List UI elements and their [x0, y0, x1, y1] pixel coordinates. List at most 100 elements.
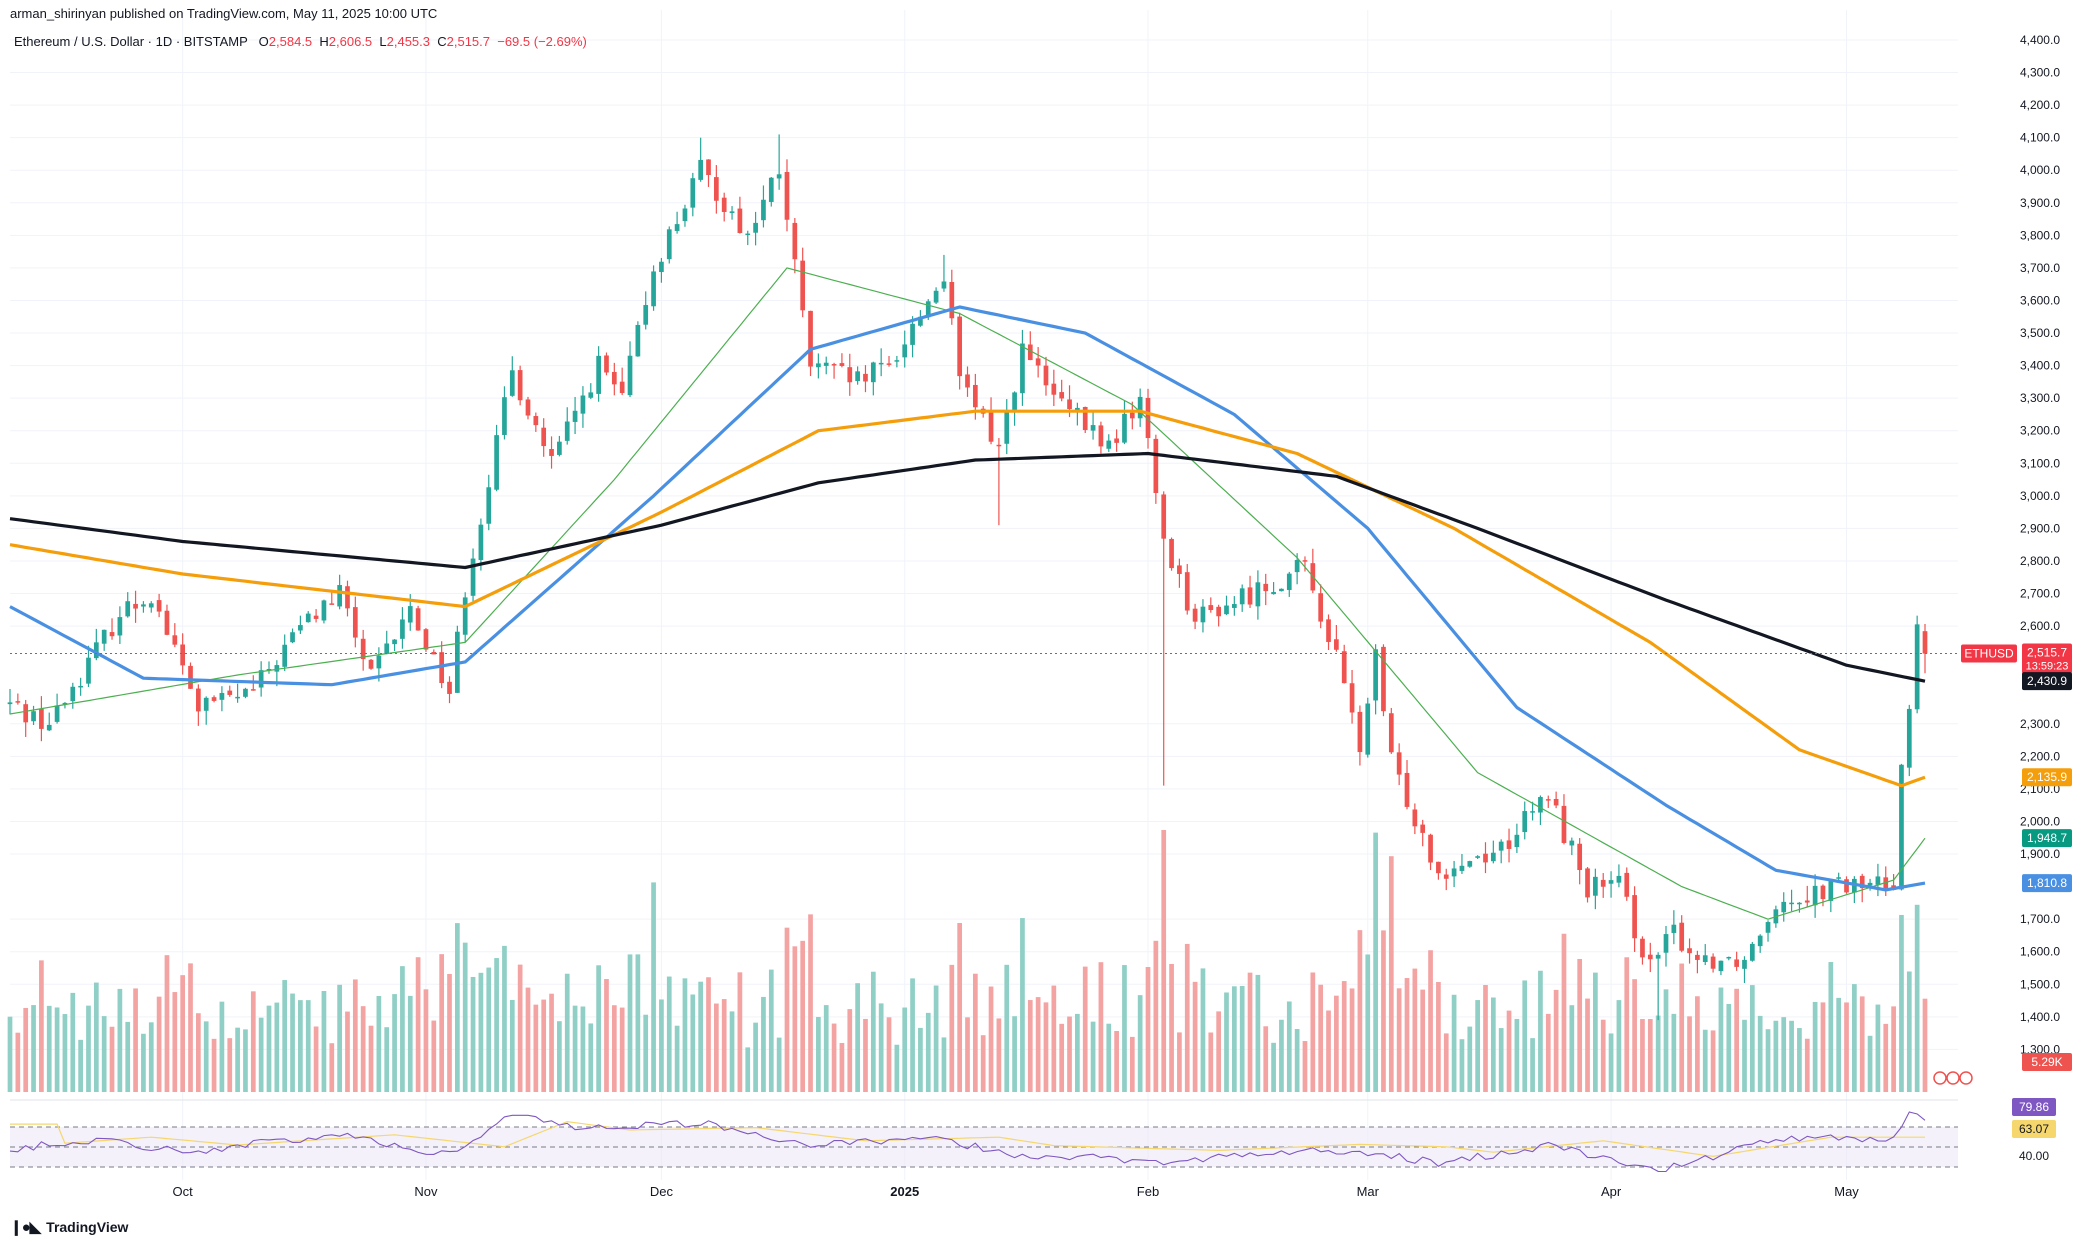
candle-body [627, 355, 633, 396]
volume-bar [1914, 904, 1920, 1092]
volume-bar [141, 1033, 146, 1092]
price-axis[interactable]: 4,400.0 4,300.0 4,200.0 4,100.0 4,000.0 3,900… [2020, 33, 2060, 1056]
tradingview-logo-icon: ❙●◣ [10, 1219, 41, 1236]
volume-bar [988, 986, 994, 1092]
volume-bar [180, 975, 186, 1092]
volume-bar [1859, 996, 1865, 1092]
volume-bar [1263, 1026, 1269, 1092]
candle-body [941, 281, 947, 289]
volume-bar [1671, 1013, 1677, 1092]
volume-bar [918, 1027, 923, 1092]
symbol-ohlc-line: Ethereum / U.S. Dollar · 1D · BITSTAMP O… [14, 34, 587, 49]
candle-body [1577, 843, 1583, 871]
candle-body [431, 651, 437, 655]
candle-body [1530, 811, 1535, 813]
candle-body [910, 323, 915, 345]
candle-body [1279, 588, 1284, 592]
candle-body [957, 316, 963, 377]
volume-bar [588, 1023, 594, 1092]
candle-body [274, 665, 280, 672]
volume-bar [1593, 972, 1598, 1092]
candle-body [1326, 619, 1331, 642]
candle-body [1428, 834, 1433, 863]
candle-body [996, 444, 1002, 447]
candle-body [1239, 588, 1245, 605]
candle-body [1365, 703, 1371, 755]
volume-bar [235, 1027, 240, 1092]
candle-body [1341, 651, 1347, 684]
candle-body [1404, 772, 1410, 807]
volume-bar [1373, 832, 1378, 1092]
candle-body [1004, 410, 1010, 444]
volume-bar [1137, 995, 1143, 1092]
volume-bar [70, 992, 76, 1092]
volume-bar [1781, 1017, 1787, 1092]
candle-body [329, 603, 335, 605]
candle-body [86, 657, 91, 684]
volume-bar [1608, 1033, 1614, 1092]
volume-bar [46, 1005, 52, 1092]
candle-body [117, 617, 123, 636]
volume-bar [996, 1018, 1002, 1092]
volume-bar [7, 1016, 13, 1092]
volume-bar [870, 971, 876, 1092]
volume-value-bg [2022, 1053, 2072, 1071]
volume-bar [478, 972, 484, 1092]
volume-bar [1852, 984, 1857, 1092]
price-tick-label: 1,600.0 [2020, 945, 2060, 959]
candle-body [729, 211, 735, 214]
volume-bar [1082, 966, 1088, 1092]
price-tick-label: 2,600.0 [2020, 619, 2060, 633]
volume-bar [1428, 950, 1433, 1092]
candle-body [1294, 559, 1300, 573]
candle-body [619, 381, 625, 394]
volume-bar [313, 1026, 319, 1092]
sma-50-value-tag: 1,810.8 [2022, 874, 2072, 893]
volume-bar [1545, 1013, 1551, 1092]
volume-bar [1459, 1039, 1465, 1092]
volume-bar [831, 1023, 837, 1092]
time-tick-label: Nov [414, 1184, 438, 1199]
volume-bar [1883, 1023, 1889, 1092]
volume-bar [1208, 1032, 1214, 1092]
candle-body [541, 427, 547, 447]
candle-body [235, 696, 240, 699]
candle-body [1538, 797, 1543, 813]
volume-bar [863, 1018, 868, 1092]
volume-bar [1200, 968, 1206, 1092]
volume-bar [980, 1035, 986, 1092]
candle-body [1012, 392, 1017, 413]
volume-bar [1286, 1001, 1292, 1092]
tradingview-brand[interactable]: ❙●◣ TradingView [10, 1218, 128, 1236]
candle-body [690, 178, 696, 208]
volume-bar [1035, 997, 1041, 1092]
candle-body [886, 363, 892, 365]
candle-body [604, 355, 609, 373]
candle-body [1553, 798, 1559, 806]
time-axis[interactable]: Oct Nov Dec 2025 Feb Mar Apr May [173, 1184, 1860, 1199]
volume-bar [792, 946, 798, 1092]
candle-body [1608, 880, 1614, 884]
candle-body [1231, 604, 1237, 608]
volume-bar [839, 1042, 845, 1092]
volume-bar [894, 1044, 900, 1092]
candle-body [290, 632, 295, 643]
candle-body [1797, 902, 1802, 905]
volume-bar [1553, 989, 1559, 1092]
volume-bar [1522, 980, 1528, 1092]
volume-bar [1098, 962, 1104, 1092]
candle-body [988, 410, 994, 442]
volume-bar [1483, 985, 1488, 1092]
price-tick-label: 3,200.0 [2020, 424, 2060, 438]
volume-bars [7, 830, 1928, 1092]
symbol-title[interactable]: Ethereum / U.S. Dollar · 1D · BITSTAMP [14, 34, 248, 49]
candle-body [1349, 683, 1355, 713]
price-tick-label: 3,600.0 [2020, 293, 2060, 307]
volume-bar [133, 988, 138, 1092]
volume-bar [1059, 1023, 1065, 1092]
candle-body [305, 613, 311, 623]
ma-value-text: 1,810.8 [2027, 876, 2067, 890]
volume-bar [557, 1021, 562, 1092]
volume-bar [1616, 1000, 1622, 1092]
